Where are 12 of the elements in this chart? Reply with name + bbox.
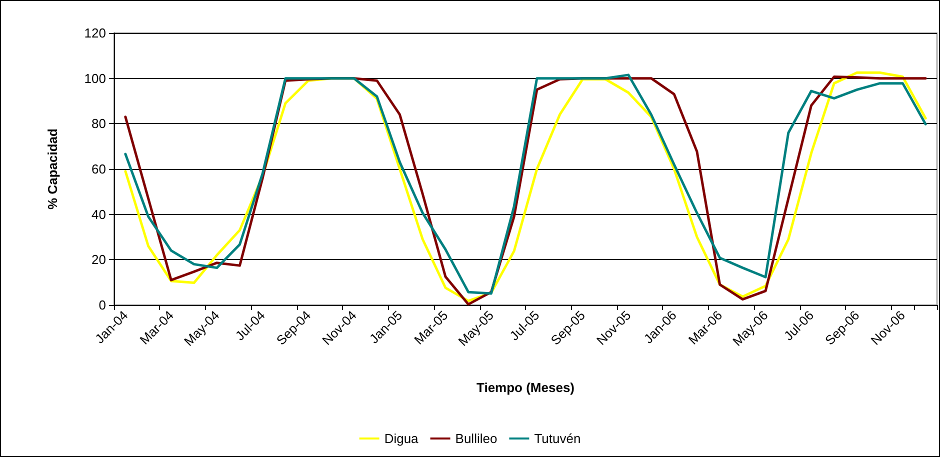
x-axis-title: Tiempo (Meses) (476, 380, 575, 395)
y-tick-label: 40 (92, 206, 106, 222)
legend-label: Tutuvén (534, 431, 581, 446)
y-tick-label: 100 (84, 70, 106, 86)
legend-label: Digua (384, 431, 420, 446)
y-tick-label: 60 (92, 162, 106, 176)
legend-label: Bullileo (455, 431, 498, 446)
y-tick-label: 80 (92, 116, 106, 132)
y-tick-label: 0 (98, 298, 106, 312)
y-tick-label: 120 (84, 26, 106, 40)
y-tick-label: 20 (92, 252, 106, 268)
y-axis-title: % Capacidad (45, 128, 60, 210)
